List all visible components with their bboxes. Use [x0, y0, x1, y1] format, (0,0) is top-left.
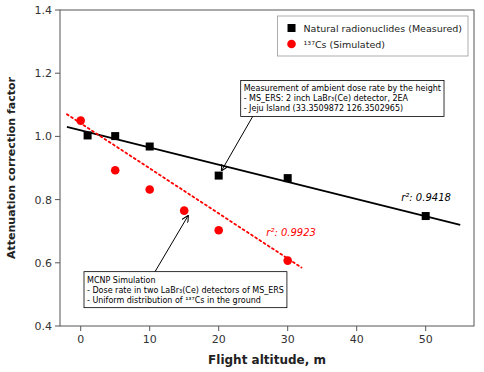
annotation-line: - MS_ERS: 2 inch LaBr₃(Ce) detector, 2EA [244, 94, 409, 103]
y-tick [55, 262, 60, 263]
x-tick [218, 326, 219, 331]
legend-label: Natural radionuclides (Measured) [304, 23, 462, 34]
x-tick-label: 0 [77, 333, 84, 346]
annotation-box: Measurement of ambient dose rate by the … [241, 80, 444, 116]
x-tick [356, 326, 357, 331]
y-tick-label: 1.0 [35, 130, 53, 143]
annotation-line: - Jeju Island (33.3509872 126.3502965) [244, 104, 403, 113]
y-tick [55, 73, 60, 74]
annotation-frame [84, 272, 287, 308]
fit-line [67, 127, 460, 225]
y-tick-label: 0.4 [35, 320, 53, 333]
data-point [111, 132, 119, 140]
x-axis-label: Flight altitude, m [208, 353, 326, 367]
legend-swatch [287, 40, 296, 49]
data-point [145, 185, 154, 194]
annotation-box: MCNP Simulation- Dose rate in two LaBr₃(… [84, 272, 287, 308]
fit-r2-label: r²: 0.9418 [401, 192, 451, 203]
annotation-line: MCNP Simulation [87, 276, 155, 285]
annotation-line: - Uniform distribution of ¹³⁷Cs in the g… [87, 296, 261, 305]
data-point [283, 256, 292, 265]
annotation-frame [241, 80, 444, 116]
fit-r2-label: r²: 0.9923 [266, 227, 316, 238]
y-tick [55, 326, 60, 327]
x-tick-label: 20 [212, 333, 226, 346]
y-tick-label: 0.6 [35, 257, 53, 270]
annotation-line: Measurement of ambient dose rate by the … [244, 84, 441, 93]
y-tick-label: 1.2 [35, 67, 53, 80]
legend-swatch [288, 24, 296, 32]
y-tick-label: 0.8 [35, 194, 53, 207]
data-point [84, 131, 92, 139]
data-point [215, 172, 223, 180]
annotation-text: Measurement of ambient dose rate by the … [244, 84, 441, 113]
legend-frame [278, 16, 468, 56]
x-tick [287, 326, 288, 331]
x-tick [425, 326, 426, 331]
y-tick [55, 136, 60, 137]
data-point [180, 206, 189, 215]
plot-area [67, 114, 460, 267]
annotation-line: - Dose rate in two LaBr₃(Ce) detectors o… [87, 286, 284, 295]
data-point [214, 226, 223, 235]
y-tick [55, 199, 60, 200]
x-tick-label: 30 [281, 333, 295, 346]
legend: Natural radionuclides (Measured) ¹³⁷Cs (S… [278, 16, 468, 56]
y-tick [55, 10, 60, 11]
plot-frame [60, 10, 474, 326]
x-tick-label: 50 [419, 333, 433, 346]
data-point [76, 116, 85, 125]
y-tick-label: 1.4 [35, 4, 53, 17]
data-point [146, 143, 154, 151]
annotation-text: MCNP Simulation- Dose rate in two LaBr₃(… [87, 276, 284, 305]
x-tick-label: 10 [143, 333, 157, 346]
chart: 0 10 20 30 40 50 0.4 0.6 0.8 1.0 1.2 1.4 Flight alti… [0, 0, 484, 372]
data-point [111, 166, 120, 175]
y-axis-label: Attenuation correction factor [5, 76, 18, 259]
data-point [284, 174, 292, 182]
annotation-arrow [155, 216, 188, 272]
x-tick-label: 40 [350, 333, 364, 346]
x-tick [149, 326, 150, 331]
fit-line [67, 114, 302, 267]
annotation-arrow [222, 116, 253, 170]
annotations: r²: 0.9418 r²: 0.9923 Measurement of ambie… [84, 80, 451, 307]
data-point [422, 212, 430, 220]
legend-label: ¹³⁷Cs (Simulated) [304, 39, 385, 50]
x-tick [80, 326, 81, 331]
